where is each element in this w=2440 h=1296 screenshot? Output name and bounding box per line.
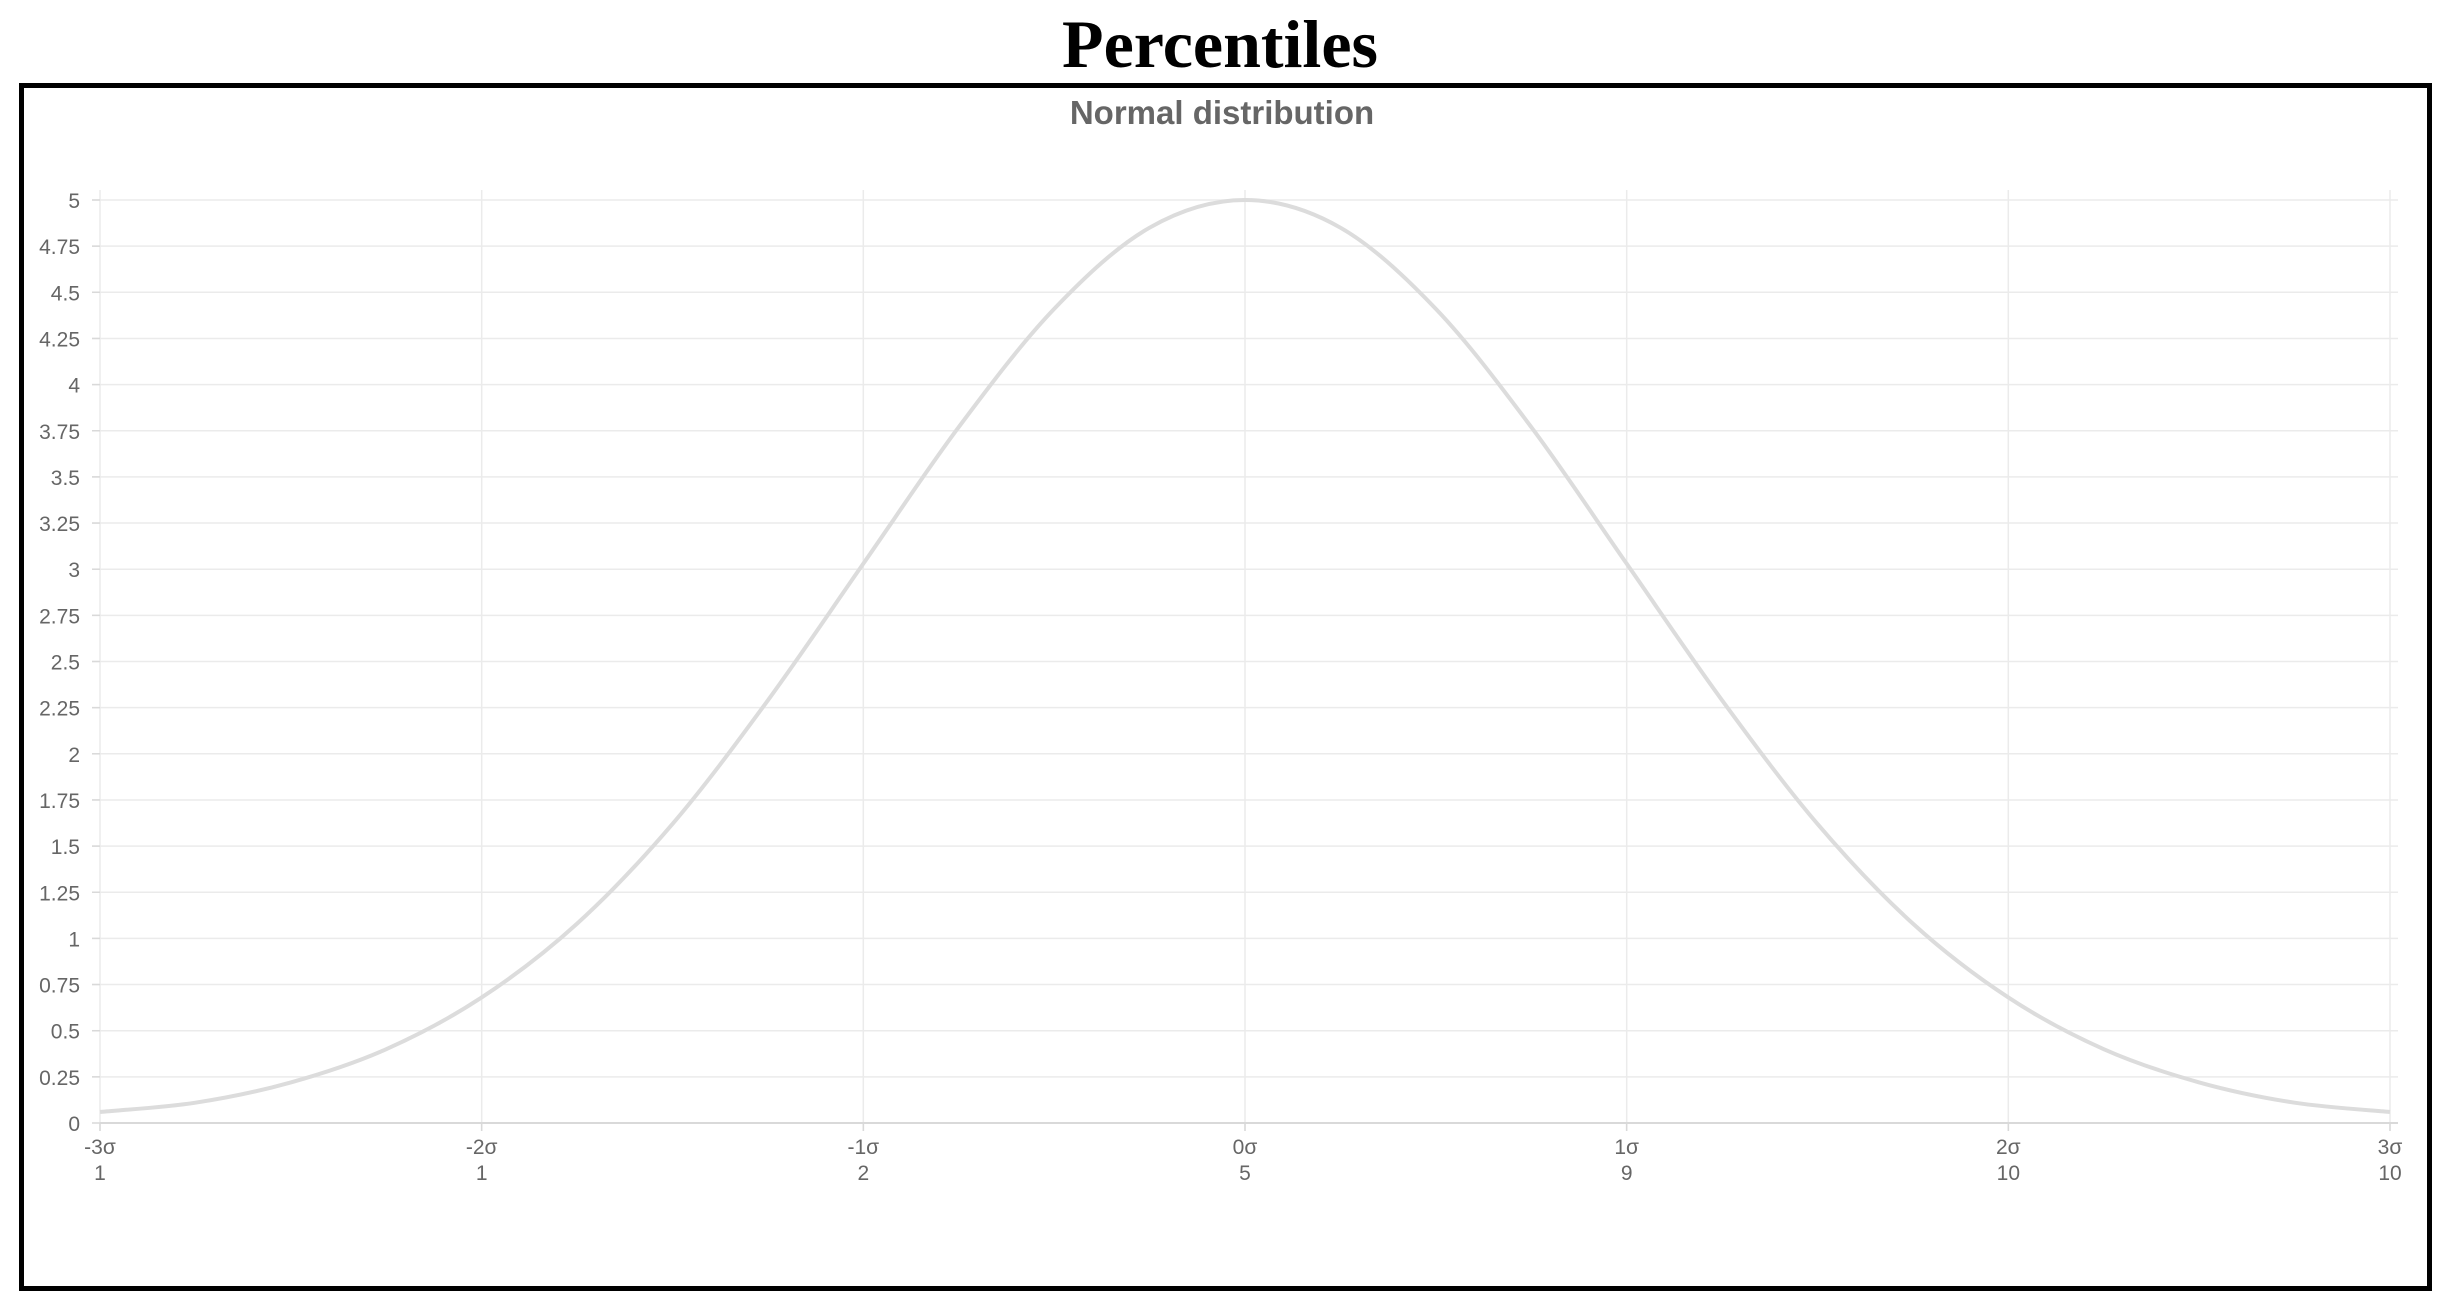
x-tick-sigma-label: 2σ — [1996, 1136, 2021, 1159]
y-tick-label: 0 — [68, 1113, 80, 1136]
x-tick-percentile-label: 10 — [2378, 1162, 2401, 1185]
y-tick-label: 5 — [68, 190, 80, 213]
y-tick-label: 2 — [68, 744, 80, 767]
x-tick-sigma-label: -1σ — [848, 1136, 880, 1159]
x-tick-sigma-label: 0σ — [1233, 1136, 1258, 1159]
normal-distribution-curve — [99, 197, 2391, 1114]
x-tick-percentile-label: 9 — [1621, 1162, 1633, 1185]
x-tick-percentile-label: 5 — [1239, 1162, 1251, 1185]
y-tick-label: 3.75 — [39, 421, 80, 444]
chart-frame — [19, 83, 2432, 1291]
y-tick-label: 1.25 — [39, 882, 80, 905]
y-tick-label: 0.5 — [51, 1021, 80, 1044]
series-layer — [99, 197, 2391, 1114]
y-tick-label: 1 — [68, 928, 80, 951]
y-tick-label: 2.75 — [39, 605, 80, 628]
grid-layer — [92, 190, 2398, 1131]
y-tick-label: 4.5 — [51, 282, 80, 305]
x-tick-sigma-label: -3σ — [84, 1136, 116, 1159]
y-tick-label: 2.5 — [51, 652, 80, 675]
x-tick-percentile-label: 2 — [857, 1162, 869, 1185]
y-tick-label: 3.25 — [39, 513, 80, 536]
y-tick-label: 4 — [68, 375, 80, 398]
y-tick-label: 1.5 — [51, 836, 80, 859]
y-tick-label: 4.75 — [39, 236, 80, 259]
y-tick-label: 3.5 — [51, 467, 80, 490]
y-tick-label: 0.75 — [39, 975, 80, 998]
x-tick-percentile-label: 10 — [1997, 1162, 2020, 1185]
page-title: Percentiles — [1062, 6, 1378, 82]
y-tick-label: 3 — [68, 559, 80, 582]
chart-subtitle: Normal distribution — [1070, 94, 1374, 131]
x-tick-percentile-label: 1 — [94, 1162, 106, 1185]
x-tick-sigma-label: 3σ — [2378, 1136, 2403, 1159]
y-tick-label: 4.25 — [39, 328, 80, 351]
x-tick-sigma-label: 1σ — [1614, 1136, 1639, 1159]
y-tick-label: 0.25 — [39, 1067, 80, 1090]
y-tick-label: 1.75 — [39, 790, 80, 813]
axis-layer: 0 0.25 0.5 0.75 1 1.25 1.5 1.75 2 2.25 2.5 2.75 3 3.2… — [39, 190, 2402, 1185]
x-tick-sigma-label: -2σ — [466, 1136, 498, 1159]
x-tick-percentile-label: 1 — [476, 1162, 488, 1185]
y-tick-label: 2.25 — [39, 698, 80, 721]
